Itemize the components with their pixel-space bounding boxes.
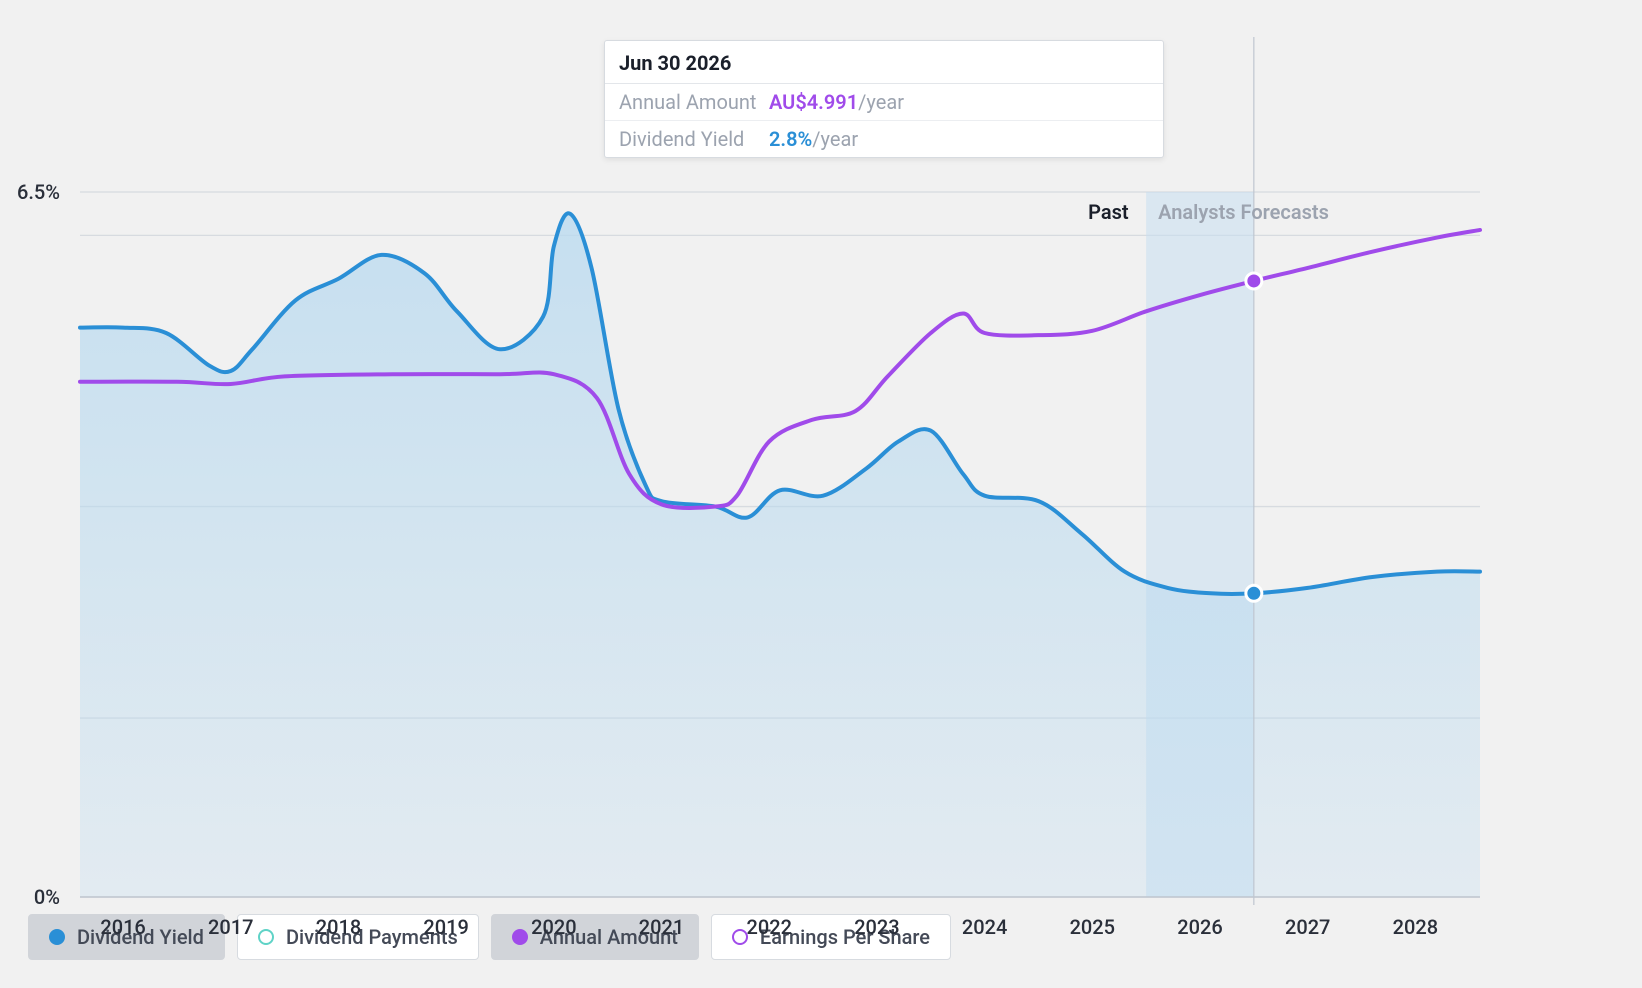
x-tick-label: 2017 bbox=[208, 915, 253, 939]
tooltip-value: AU$4.991 bbox=[769, 90, 858, 114]
legend-marker bbox=[49, 929, 65, 945]
tooltip-unit: /year bbox=[812, 127, 858, 151]
tooltip-row: Annual AmountAU$4.991/year bbox=[605, 84, 1163, 121]
chart-legend: Dividend YieldDividend PaymentsAnnual Am… bbox=[28, 914, 951, 960]
tooltip-key: Dividend Yield bbox=[619, 127, 769, 151]
legend-marker bbox=[732, 929, 748, 945]
tooltip-rows: Annual AmountAU$4.991/yearDividend Yield… bbox=[605, 84, 1163, 157]
tooltip-date: Jun 30 2026 bbox=[605, 41, 1163, 84]
forecast-label: Analysts Forecasts bbox=[1158, 200, 1329, 224]
tooltip-row: Dividend Yield2.8%/year bbox=[605, 121, 1163, 157]
tooltip-unit: /year bbox=[858, 90, 904, 114]
x-tick-label: 2028 bbox=[1393, 915, 1438, 939]
y-tick-label: 0% bbox=[0, 885, 60, 909]
past-label: Past bbox=[1088, 200, 1128, 224]
x-tick-label: 2019 bbox=[423, 915, 468, 939]
dividend-chart: Jun 30 2026 Annual AmountAU$4.991/yearDi… bbox=[0, 0, 1642, 988]
legend-marker bbox=[258, 929, 274, 945]
x-tick-label: 2018 bbox=[316, 915, 361, 939]
x-tick-label: 2022 bbox=[746, 915, 791, 939]
x-tick-label: 2026 bbox=[1177, 915, 1222, 939]
tooltip-key: Annual Amount bbox=[619, 90, 769, 114]
y-tick-label: 6.5% bbox=[0, 180, 60, 204]
x-tick-label: 2021 bbox=[639, 915, 684, 939]
legend-marker bbox=[512, 929, 528, 945]
x-tick-label: 2016 bbox=[100, 915, 145, 939]
tooltip-value: 2.8% bbox=[769, 127, 812, 151]
x-tick-label: 2023 bbox=[854, 915, 899, 939]
x-tick-label: 2027 bbox=[1285, 915, 1330, 939]
x-tick-label: 2020 bbox=[531, 915, 576, 939]
chart-tooltip: Jun 30 2026 Annual AmountAU$4.991/yearDi… bbox=[604, 40, 1164, 158]
x-tick-label: 2025 bbox=[1070, 915, 1115, 939]
x-tick-label: 2024 bbox=[962, 915, 1007, 939]
